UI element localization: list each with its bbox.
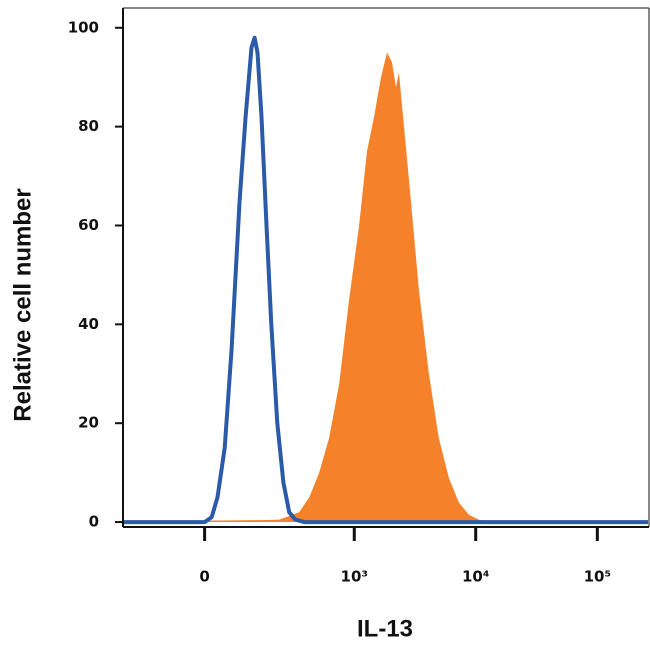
- y-tick-label: 60: [78, 216, 99, 234]
- x-tick-label: 0: [199, 568, 209, 586]
- y-tick-label: 0: [89, 513, 99, 531]
- y-tick-label: 20: [78, 414, 99, 432]
- x-tick-label: 10⁵: [584, 568, 611, 586]
- area: [204, 52, 489, 523]
- x-tick-label: 10⁴: [462, 568, 489, 586]
- y-tick-label: 80: [78, 117, 99, 135]
- x-tick-label: 10³: [341, 568, 368, 586]
- y-axis-title: Relative cell number: [9, 188, 36, 421]
- y-tick-label: 100: [68, 18, 99, 36]
- y-tick-label: 40: [78, 315, 99, 333]
- line: [123, 35, 648, 525]
- x-axis-title: IL-13: [357, 615, 413, 642]
